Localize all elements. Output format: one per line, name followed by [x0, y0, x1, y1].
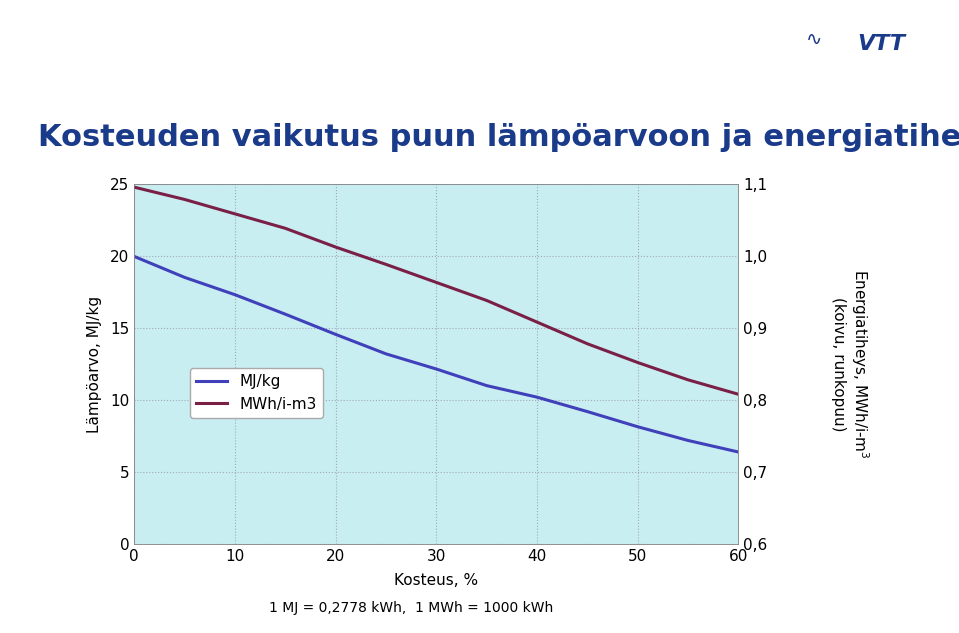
MWh/i-m3 — [632, 359, 643, 367]
Y-axis label: Energiatiheys, MWh/i-m$^3$
(koivu, runkopuu): Energiatiheys, MWh/i-m$^3$ (koivu, runko… — [831, 269, 871, 459]
MWh/i-m3 — [280, 225, 292, 232]
MJ/kg — [632, 423, 643, 430]
MWh/i-m3 — [129, 184, 140, 191]
MJ/kg — [129, 253, 140, 260]
MWh/i-m3 — [179, 196, 191, 203]
MJ/kg — [431, 365, 442, 373]
MWh/i-m3 — [381, 261, 392, 268]
Y-axis label: Lämpöarvo, MJ/kg: Lämpöarvo, MJ/kg — [87, 296, 102, 432]
Line: MWh/i-m3: MWh/i-m3 — [134, 187, 738, 394]
Text: Kosteuden vaikutus puun lämpöarvoon ja energiatiheyteen: Kosteuden vaikutus puun lämpöarvoon ja e… — [38, 123, 959, 152]
Text: VTT: VTT — [857, 34, 905, 54]
MWh/i-m3 — [431, 279, 442, 286]
X-axis label: Kosteus, %: Kosteus, % — [394, 573, 479, 587]
MJ/kg — [481, 382, 493, 389]
MWh/i-m3 — [582, 340, 594, 348]
MJ/kg — [683, 437, 694, 444]
MWh/i-m3 — [330, 243, 341, 251]
MJ/kg — [229, 291, 241, 299]
Text: 1 MJ = 0,2778 kWh,  1 MWh = 1000 kWh: 1 MJ = 0,2778 kWh, 1 MWh = 1000 kWh — [269, 601, 552, 615]
MJ/kg — [582, 408, 594, 415]
MWh/i-m3 — [733, 391, 744, 398]
MWh/i-m3 — [229, 210, 241, 218]
MWh/i-m3 — [683, 376, 694, 384]
Legend: MJ/kg, MWh/i-m3: MJ/kg, MWh/i-m3 — [190, 368, 322, 418]
Line: MJ/kg: MJ/kg — [134, 256, 738, 452]
MWh/i-m3 — [531, 318, 543, 326]
MWh/i-m3 — [481, 297, 493, 304]
MJ/kg — [179, 273, 191, 281]
MJ/kg — [381, 350, 392, 358]
MJ/kg — [531, 393, 543, 401]
MJ/kg — [330, 330, 341, 338]
MJ/kg — [733, 448, 744, 456]
Text: ∿: ∿ — [806, 30, 822, 49]
MJ/kg — [280, 310, 292, 318]
